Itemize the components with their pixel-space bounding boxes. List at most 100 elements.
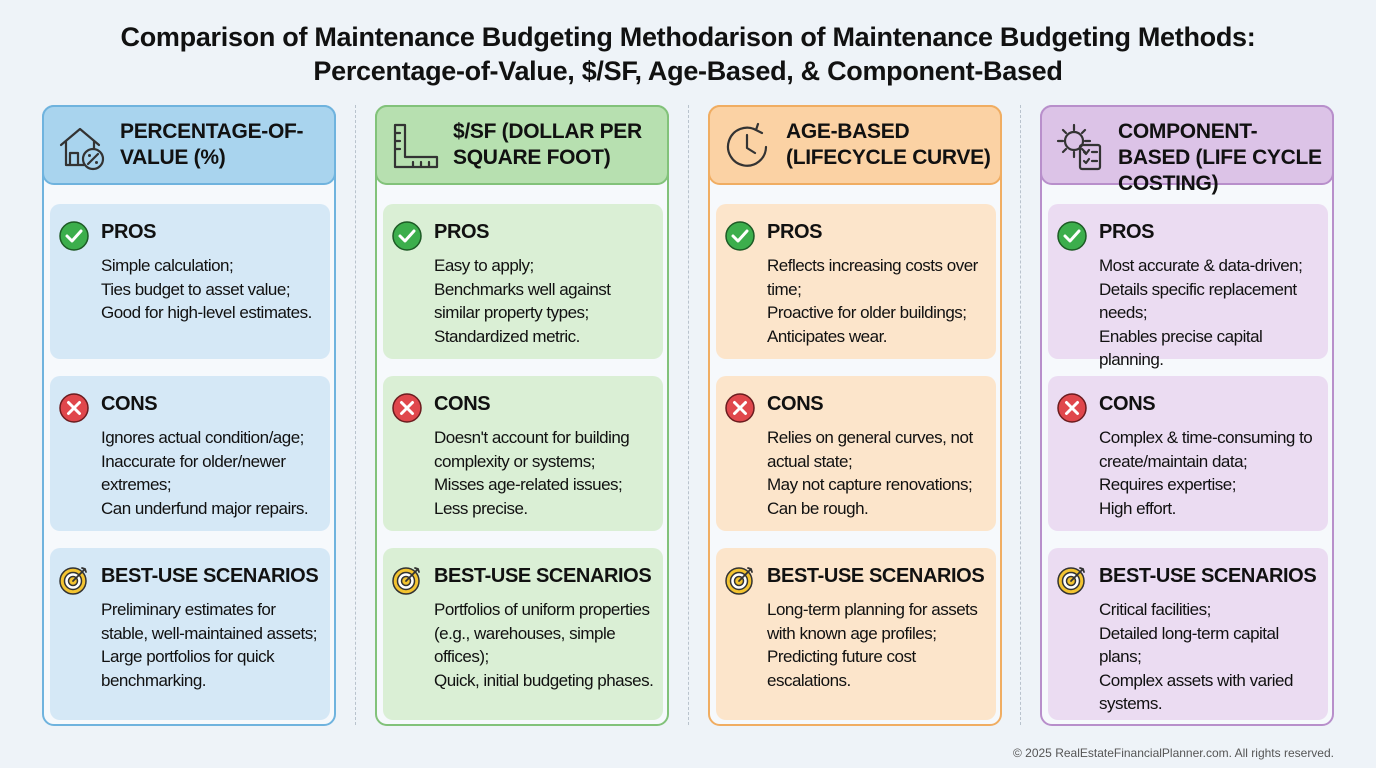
list-item: Large portfolios for quick benchmarking.: [101, 647, 275, 690]
header-icon: [389, 121, 441, 173]
item-list: Critical facilities; Detailed long-term c…: [1099, 598, 1324, 716]
list-item: Quick, initial budgeting phases.: [434, 670, 654, 690]
header-title: $/SF (DOLLAR PER SQUARE FOOT): [453, 120, 642, 169]
section-card: PROS Easy to apply; Benchmarks well agains…: [383, 204, 663, 359]
section-label: PROS: [434, 221, 490, 243]
list-item: Enables precise capital planning.: [1099, 326, 1263, 370]
list-item: Standardized metric.: [434, 326, 580, 346]
section-label: BEST-USE SCENARIOS: [1099, 565, 1317, 587]
list-item: Anticipates wear.: [767, 326, 888, 346]
section-label: CONS: [434, 393, 491, 415]
item-list: Preliminary estimates for stable, well-m…: [101, 598, 326, 692]
section-icon: [58, 564, 90, 596]
list-item: Less precise.: [434, 498, 528, 518]
section-card: BEST-USE SCENARIOS Portfolios of uniform …: [383, 548, 663, 720]
section-card: CONS Doesn't account for building complex…: [383, 376, 663, 531]
list-item: Complex assets with varied systems.: [1099, 670, 1293, 714]
section-label: CONS: [101, 393, 158, 415]
section-icon: [1056, 564, 1088, 596]
item-list: Most accurate & data-driven; Details spec…: [1099, 254, 1324, 372]
item-list: Complex & time-consuming to create/maint…: [1099, 426, 1324, 520]
list-item: High effort.: [1099, 498, 1176, 518]
section-label: CONS: [1099, 393, 1156, 415]
list-item: Most accurate & data-driven;: [1099, 256, 1303, 275]
item-list: Doesn't account for building complexity …: [434, 426, 659, 520]
list-item: Detailed long-term capital plans;: [1099, 623, 1279, 667]
list-item: Easy to apply;: [434, 256, 534, 275]
section-label: BEST-USE SCENARIOS: [101, 565, 319, 587]
separator: [1020, 105, 1021, 725]
separator: [355, 105, 356, 725]
section-icon: [724, 564, 756, 596]
header-icon: [722, 121, 774, 173]
item-list: Long-term planning for assets with known…: [767, 598, 992, 692]
list-item: Can underfund major repairs.: [101, 498, 309, 518]
title-line: Comparison of Maintenance Budgeting Meth…: [120, 22, 1256, 52]
section-card: BEST-USE SCENARIOS Preliminary estimates …: [50, 548, 330, 720]
list-item: Misses age-related issues;: [434, 475, 623, 494]
section-label: BEST-USE SCENARIOS: [767, 565, 985, 587]
list-item: May not capture renovations;: [767, 475, 973, 494]
method-column: PERCENTAGE-OF-VALUE (%) PROS Simple calcul…: [42, 105, 336, 726]
method-column: COMPONENT-BASED (LIFE CYCLE COSTING) PROS…: [1040, 105, 1334, 726]
header-title: AGE-BASED (LIFECYCLE CURVE): [786, 120, 991, 169]
column-header: $/SF (DOLLAR PER SQUARE FOOT): [375, 105, 669, 185]
list-item: Complex & time-consuming to create/maint…: [1099, 428, 1313, 471]
column-header: PERCENTAGE-OF-VALUE (%): [42, 105, 336, 185]
header-icon: [56, 121, 108, 173]
section-card: BEST-USE SCENARIOS Long-term planning for…: [716, 548, 996, 720]
list-item: Simple calculation;: [101, 256, 234, 275]
list-item: Details specific replacement needs;: [1099, 279, 1297, 323]
section-card: PROS Most accurate & data-driven; Details …: [1048, 204, 1328, 369]
item-list: Easy to apply; Benchmarks well against si…: [434, 254, 659, 348]
item-list: Reflects increasing costs over time; Proa…: [767, 254, 992, 348]
list-item: Can be rough.: [767, 498, 869, 518]
section-card: BEST-USE SCENARIOS Critical facilities; De…: [1048, 548, 1328, 720]
section-card: CONS Complex & time-consuming to create/m…: [1048, 376, 1328, 531]
list-item: Preliminary estimates for stable, well-m…: [101, 600, 318, 643]
section-card: CONS Ignores actual condition/age; Inaccur…: [50, 376, 330, 531]
list-item: Proactive for older buildings;: [767, 303, 967, 322]
section-card: PROS Simple calculation; Ties budget to as…: [50, 204, 330, 359]
section-label: PROS: [101, 221, 157, 243]
item-list: Ignores actual condition/age; Inaccurate …: [101, 426, 326, 520]
section-icon: [58, 392, 90, 424]
header-title: COMPONENT-BASED (LIFE CYCLE COSTING): [1118, 120, 1322, 195]
footer: © 2025 RealEstateFinancialPlanner.com. A…: [1012, 746, 1334, 760]
item-list: Portfolios of uniform properties (e.g., …: [434, 598, 659, 692]
item-list: Simple calculation; Ties budget to asset …: [101, 254, 326, 325]
list-item: Requires expertise;: [1099, 475, 1236, 494]
section-icon: [391, 220, 423, 252]
section-icon: [1056, 220, 1088, 252]
section-label: CONS: [767, 393, 824, 415]
title-line: Percentage-of-Value, $/SF, Age-Based, & …: [313, 56, 1063, 86]
section-icon: [58, 220, 90, 252]
list-item: Doesn't account for building complexity …: [434, 428, 630, 471]
list-item: Reflects increasing costs over time;: [767, 256, 978, 299]
header-icon: [1054, 121, 1106, 173]
section-icon: [391, 392, 423, 424]
section-label: PROS: [767, 221, 823, 243]
list-item: Benchmarks well against similar property…: [434, 279, 611, 323]
section-label: PROS: [1099, 221, 1155, 243]
list-item: Predicting future cost escalations.: [767, 647, 916, 690]
list-item: Ignores actual condition/age;: [101, 428, 304, 447]
section-label: BEST-USE SCENARIOS: [434, 565, 652, 587]
header-title: PERCENTAGE-OF-VALUE (%): [120, 120, 304, 169]
section-icon: [724, 392, 756, 424]
list-item: Long-term planning for assets with known…: [767, 600, 978, 643]
item-list: Relies on general curves, not actual sta…: [767, 426, 992, 520]
column-header: AGE-BASED (LIFECYCLE CURVE): [708, 105, 1002, 185]
section-card: PROS Reflects increasing costs over time;…: [716, 204, 996, 359]
section-icon: [724, 220, 756, 252]
method-column: $/SF (DOLLAR PER SQUARE FOOT) PROS Easy to…: [375, 105, 669, 726]
method-column: AGE-BASED (LIFECYCLE CURVE) PROS Reflects …: [708, 105, 1002, 726]
separator: [688, 105, 689, 725]
list-item: Inaccurate for older/newer extremes;: [101, 451, 286, 495]
list-item: Good for high-level estimates.: [101, 303, 312, 322]
list-item: Critical facilities;: [1099, 600, 1211, 619]
section-icon: [391, 564, 423, 596]
list-item: Relies on general curves, not actual sta…: [767, 428, 973, 471]
section-card: CONS Relies on general curves, not actual…: [716, 376, 996, 531]
